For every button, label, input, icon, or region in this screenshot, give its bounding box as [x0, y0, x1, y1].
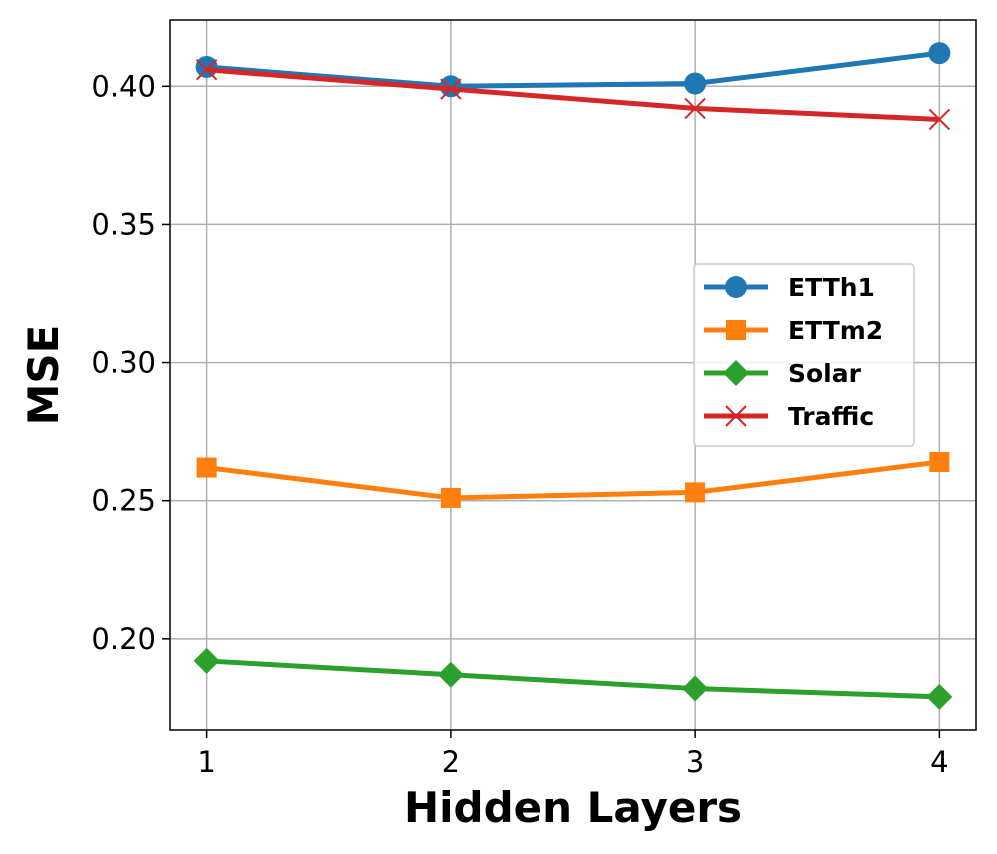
- legend: ETTh1 ETTm2 Solar Traffic: [693, 263, 915, 447]
- x-tick-label: 3: [686, 745, 704, 779]
- series-layer: [193, 42, 953, 710]
- legend-traffic-label: Traffic: [788, 402, 874, 431]
- legend-solar-marker: [723, 360, 749, 386]
- etth1-point: [684, 72, 707, 95]
- legend-traffic-marker: [725, 405, 747, 427]
- x-axis-title: Hidden Layers: [404, 783, 742, 832]
- traffic-point-stroke: [440, 78, 462, 100]
- legend-etth1-marker: [725, 276, 747, 298]
- traffic-point: [195, 59, 218, 81]
- solar-point: [193, 647, 220, 674]
- etth1-point: [195, 55, 218, 78]
- y-tick-label: 0.30: [91, 346, 156, 380]
- y-tick-label: 0.40: [91, 69, 156, 103]
- ettm2-point: [685, 482, 706, 503]
- ettm2-point: [440, 487, 461, 508]
- traffic-point: [684, 97, 706, 120]
- x-tick-label: 2: [442, 745, 460, 779]
- etth1-point: [928, 42, 951, 65]
- legend-ettm2-label: ETTm2: [788, 316, 883, 345]
- solar-series-line: [206, 658, 940, 700]
- solar-point: [437, 661, 464, 688]
- x-tick-label: 1: [197, 745, 215, 779]
- y-tick-label: 0.35: [91, 207, 156, 241]
- solar-point: [682, 675, 709, 702]
- legend-solar-label: Solar: [788, 359, 862, 388]
- ettm2-point: [196, 457, 217, 478]
- traffic-point: [440, 78, 462, 100]
- legend-etth1-label: ETTh1: [788, 273, 875, 302]
- plot-frame: [169, 19, 977, 731]
- x-tick-label: 4: [930, 745, 948, 779]
- etth1-series-line: [206, 50, 940, 89]
- traffic-point: [928, 108, 951, 131]
- y-tick-label: 0.25: [91, 484, 156, 518]
- solar-point: [926, 683, 953, 710]
- y-axis-title: MSE: [19, 325, 68, 426]
- traffic-point-stroke: [684, 97, 706, 120]
- traffic-point-stroke: [928, 108, 951, 131]
- ettm2-series-line: [206, 459, 940, 501]
- legend-traffic-marker-stroke: [725, 405, 747, 427]
- traffic-point-stroke: [195, 59, 218, 81]
- traffic-series-line: [206, 67, 940, 122]
- y-tick-label: 0.20: [91, 622, 156, 656]
- tick-layer: 1 2 3 4 0.20 0.25 0.30 0.35 0.40: [91, 69, 948, 779]
- ettm2-point: [929, 452, 950, 473]
- legend-frame: [693, 263, 915, 447]
- legend-ettm2-marker: [726, 320, 746, 340]
